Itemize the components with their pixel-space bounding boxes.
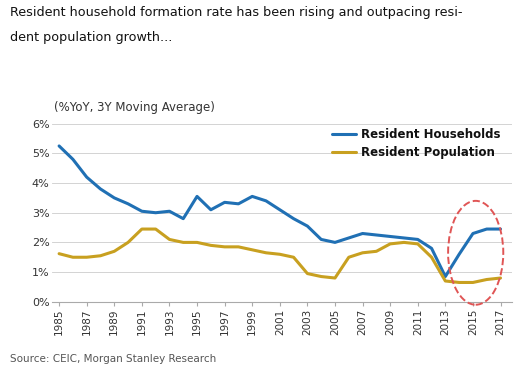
- Legend: Resident Households, Resident Population: Resident Households, Resident Population: [327, 124, 506, 164]
- Resident Population: [180, 240, 186, 245]
- Resident Households: [70, 157, 76, 162]
- Resident Households: [456, 252, 462, 256]
- Resident Households: [125, 202, 131, 206]
- Resident Households: [401, 236, 407, 240]
- Resident Population: [429, 255, 435, 259]
- Resident Households: [180, 216, 186, 221]
- Resident Population: [194, 240, 200, 245]
- Resident Households: [304, 224, 311, 228]
- Resident Population: [346, 255, 352, 259]
- Resident Households: [152, 210, 159, 215]
- Resident Population: [167, 237, 173, 242]
- Resident Households: [111, 196, 117, 200]
- Resident Population: [152, 227, 159, 231]
- Resident Population: [277, 252, 283, 256]
- Resident Population: [483, 277, 490, 282]
- Resident Population: [497, 276, 504, 280]
- Line: Resident Population: Resident Population: [59, 229, 501, 283]
- Text: dent population growth...: dent population growth...: [10, 31, 173, 44]
- Resident Population: [332, 276, 338, 280]
- Resident Households: [263, 199, 269, 203]
- Line: Resident Households: Resident Households: [59, 146, 501, 276]
- Text: Source: CEIC, Morgan Stanley Research: Source: CEIC, Morgan Stanley Research: [10, 354, 217, 364]
- Resident Households: [194, 194, 200, 199]
- Resident Households: [290, 216, 296, 221]
- Resident Population: [249, 248, 255, 252]
- Resident Households: [139, 209, 145, 213]
- Resident Population: [263, 251, 269, 255]
- Resident Households: [387, 234, 393, 239]
- Resident Population: [470, 280, 476, 285]
- Resident Population: [208, 243, 214, 248]
- Resident Population: [84, 255, 90, 259]
- Resident Population: [401, 240, 407, 245]
- Text: (%YoY, 3Y Moving Average): (%YoY, 3Y Moving Average): [54, 101, 216, 114]
- Resident Population: [360, 251, 366, 255]
- Resident Households: [56, 144, 62, 148]
- Resident Population: [111, 249, 117, 254]
- Resident Households: [442, 274, 448, 279]
- Resident Population: [97, 254, 103, 258]
- Resident Population: [125, 240, 131, 245]
- Resident Households: [470, 231, 476, 236]
- Resident Households: [277, 208, 283, 212]
- Resident Population: [373, 249, 379, 254]
- Resident Population: [221, 245, 228, 249]
- Resident Households: [497, 227, 504, 231]
- Resident Households: [221, 200, 228, 205]
- Resident Households: [167, 209, 173, 213]
- Resident Population: [56, 251, 62, 256]
- Resident Population: [235, 245, 242, 249]
- Resident Population: [318, 274, 324, 279]
- Resident Households: [483, 227, 490, 231]
- Resident Households: [235, 202, 242, 206]
- Text: Resident household formation rate has been rising and outpacing resi-: Resident household formation rate has be…: [10, 6, 463, 18]
- Resident Population: [70, 255, 76, 259]
- Resident Households: [318, 237, 324, 242]
- Resident Households: [429, 246, 435, 251]
- Resident Population: [387, 242, 393, 246]
- Resident Population: [414, 242, 421, 246]
- Resident Households: [84, 175, 90, 179]
- Resident Households: [97, 187, 103, 191]
- Resident Population: [304, 271, 311, 276]
- Resident Households: [360, 231, 366, 236]
- Resident Population: [290, 255, 296, 259]
- Resident Households: [346, 236, 352, 240]
- Resident Households: [414, 237, 421, 242]
- Resident Households: [208, 208, 214, 212]
- Resident Population: [442, 279, 448, 283]
- Resident Population: [456, 280, 462, 285]
- Resident Population: [139, 227, 145, 231]
- Resident Households: [373, 233, 379, 237]
- Resident Households: [249, 194, 255, 199]
- Resident Households: [332, 240, 338, 245]
